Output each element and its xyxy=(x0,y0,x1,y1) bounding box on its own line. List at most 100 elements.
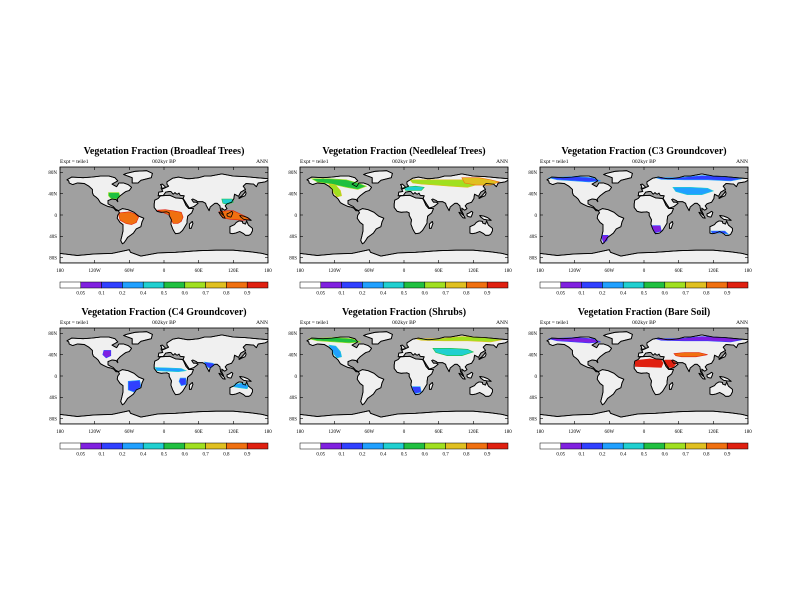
colorbar-label: 0.2 xyxy=(359,292,366,297)
lon-tick-label: 0 xyxy=(643,430,646,435)
colorbar-swatch xyxy=(299,442,322,450)
colorbar-swatch xyxy=(539,281,562,289)
colorbar-label: 0.05 xyxy=(316,292,325,297)
lon-tick-label: 120W xyxy=(89,430,102,435)
experiment-label: Expt = teile1 xyxy=(60,159,89,165)
period-label: 002kyr BP xyxy=(152,320,176,326)
colorbar-label: 0.8 xyxy=(223,453,230,458)
colorbar-swatch xyxy=(163,442,186,450)
colorbar-swatch xyxy=(581,281,603,289)
lon-tick-label: 180 xyxy=(536,269,544,274)
vegetation-east-africa xyxy=(178,377,187,386)
vegetation-siberia-east xyxy=(461,177,501,186)
lon-tick-label: 60W xyxy=(604,269,614,274)
vegetation-boreal-eurasia xyxy=(409,179,480,188)
lon-tick-label: 60W xyxy=(124,269,134,274)
lon-tick-label: 120E xyxy=(708,430,719,435)
colorbar-label: 0.2 xyxy=(359,453,366,458)
colorbar-label: 0.7 xyxy=(682,453,689,458)
lon-tick-label: 180 xyxy=(744,430,752,435)
lon-tick-label: 120E xyxy=(228,430,239,435)
colorbar-swatch xyxy=(205,281,227,289)
vegetation-northern-eurasia xyxy=(655,175,743,182)
colorbar-label: 0.2 xyxy=(119,292,126,297)
lon-tick-label: 60W xyxy=(364,430,374,435)
colorbar-swatch xyxy=(602,442,624,450)
lon-tick-label: 120E xyxy=(228,269,239,274)
colorbar-label: 0.8 xyxy=(703,453,710,458)
lon-tick-label: 180 xyxy=(504,269,512,274)
colorbar-swatch xyxy=(486,281,509,289)
colorbar-swatch xyxy=(59,281,82,289)
colorbar-label: 0.05 xyxy=(316,453,325,458)
colorbar-swatch xyxy=(445,281,467,289)
colorbar-swatch xyxy=(581,442,603,450)
colorbar-label: 0.8 xyxy=(463,292,470,297)
colorbar-label: 0.6 xyxy=(422,453,429,458)
period-label: 002kyr BP xyxy=(632,320,656,326)
panel-title: Vegetation Fraction (C3 Groundcover) xyxy=(561,146,726,157)
colorbar-label: 0.05 xyxy=(76,453,85,458)
panel-title: Vegetation Fraction (Shrubs) xyxy=(342,307,466,318)
lat-tick-label: 80N xyxy=(528,171,537,176)
vegetation-sahara xyxy=(634,358,664,368)
lat-tick-label: 40S xyxy=(49,235,57,240)
lon-tick-label: 60E xyxy=(675,269,683,274)
lat-tick-label: 80N xyxy=(48,332,57,337)
lat-tick-label: 80N xyxy=(528,332,537,337)
colorbar-swatch xyxy=(205,442,227,450)
colorbar: 0.05 0.1 0.2 0.4 0.5 0.6 0.7 0.8 0.9 xyxy=(299,281,509,297)
lon-tick-label: 120W xyxy=(569,430,582,435)
experiment-label: Expt = teile1 xyxy=(300,320,329,326)
lat-tick-label: 40S xyxy=(49,396,57,401)
colorbar-swatch xyxy=(362,442,384,450)
vegetation-europe xyxy=(403,185,425,191)
lat-tick-label: 40N xyxy=(48,353,57,358)
colorbar-swatch xyxy=(424,442,446,450)
colorbar-label: 0.5 xyxy=(401,292,408,297)
period-label: 002kyr BP xyxy=(392,320,416,326)
colorbar-swatch xyxy=(424,281,446,289)
lon-tick-label: 120E xyxy=(708,269,719,274)
season-label: ANN xyxy=(496,159,508,165)
colorbar-swatch xyxy=(341,281,363,289)
colorbar: 0.05 0.1 0.2 0.4 0.5 0.6 0.7 0.8 0.9 xyxy=(299,442,509,458)
lon-tick-label: 120E xyxy=(468,269,479,274)
lat-tick-label: 80S xyxy=(529,256,537,261)
colorbar-label: 0.2 xyxy=(599,292,606,297)
lat-tick-label: 80N xyxy=(288,171,297,176)
colorbar-label: 0.05 xyxy=(556,453,565,458)
colorbar-label: 0.7 xyxy=(442,292,449,297)
panel-title: Vegetation Fraction (Broadleaf Trees) xyxy=(84,146,245,157)
vegetation-se-north-america xyxy=(108,192,121,200)
colorbar-label: 0.5 xyxy=(161,453,168,458)
colorbar-swatch xyxy=(382,442,405,450)
colorbar-swatch xyxy=(403,281,426,289)
lon-tick-label: 60E xyxy=(435,269,443,274)
colorbar-swatch xyxy=(685,442,707,450)
lat-tick-label: 40N xyxy=(528,353,537,358)
panel-title: Vegetation Fraction (C4 Groundcover) xyxy=(81,307,246,318)
colorbar-swatch xyxy=(445,442,467,450)
colorbar-swatch xyxy=(622,281,645,289)
panel-title: Vegetation Fraction (Needleleaf Trees) xyxy=(322,146,485,157)
period-label: 002kyr BP xyxy=(392,159,416,165)
colorbar-swatch xyxy=(341,442,363,450)
experiment-label: Expt = teile1 xyxy=(540,320,569,326)
lat-tick-label: 40S xyxy=(289,235,297,240)
lon-tick-label: 180 xyxy=(264,430,272,435)
colorbar-swatch xyxy=(163,281,186,289)
lon-tick-label: 180 xyxy=(296,269,304,274)
period-label: 002kyr BP xyxy=(152,159,176,165)
colorbar-swatch xyxy=(466,442,488,450)
vegetation-northern-eurasia xyxy=(655,336,743,343)
colorbar-label: 0.1 xyxy=(338,453,345,458)
colorbar-swatch xyxy=(101,281,123,289)
season-label: ANN xyxy=(256,320,268,326)
colorbar-swatch xyxy=(486,442,509,450)
lon-tick-label: 120W xyxy=(329,430,342,435)
map-panel: Vegetation Fraction (Needleleaf Trees) Ex… xyxy=(288,146,512,297)
lat-tick-label: 80S xyxy=(289,256,297,261)
vegetation-boreal-north-america xyxy=(310,178,368,190)
lon-tick-label: 0 xyxy=(403,269,406,274)
